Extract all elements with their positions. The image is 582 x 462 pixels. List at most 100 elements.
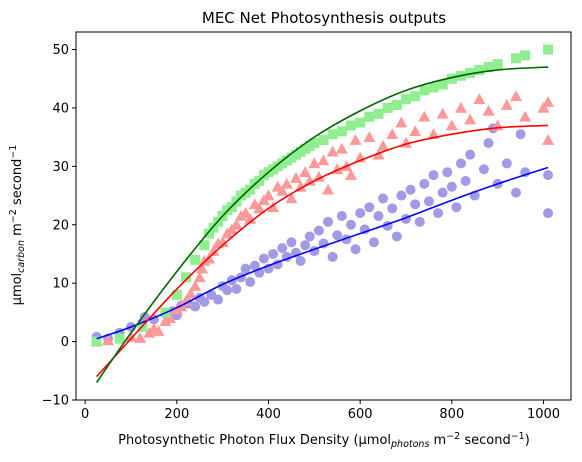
data-point-circle bbox=[433, 208, 444, 219]
data-point-triangle bbox=[196, 262, 209, 274]
data-point-circle bbox=[304, 231, 315, 242]
data-point-triangle bbox=[125, 330, 137, 342]
y-tick-label: 10 bbox=[52, 277, 69, 292]
data-point-circle bbox=[327, 251, 338, 262]
x-axis: 0 200 400 600 800 1000 bbox=[81, 400, 560, 422]
y-axis: −10 0 10 20 30 40 50 bbox=[42, 43, 76, 409]
data-point-triangle bbox=[294, 180, 307, 192]
data-point-square bbox=[520, 50, 531, 61]
data-point-square bbox=[474, 64, 485, 75]
data-point-square bbox=[91, 336, 102, 347]
data-point-square bbox=[391, 100, 402, 111]
data-point-circle bbox=[410, 199, 421, 210]
y-axis-label: μmolcarbon m−2 second−1 bbox=[8, 145, 27, 306]
data-point-triangle bbox=[253, 202, 266, 214]
data-point-triangle bbox=[184, 287, 197, 299]
data-point-circle bbox=[286, 237, 297, 248]
data-point-circle bbox=[355, 208, 366, 219]
data-point-square bbox=[327, 129, 338, 140]
data-point-circle bbox=[300, 240, 311, 251]
data-point-square bbox=[543, 44, 554, 55]
y-tick-label: 20 bbox=[52, 218, 69, 233]
data-point-circle bbox=[258, 253, 269, 264]
data-point-triangle bbox=[519, 110, 532, 122]
data-point-triangle bbox=[377, 139, 390, 151]
data-point-triangle bbox=[335, 142, 348, 154]
chart-title: MEC Net Photosynthesis outputs bbox=[202, 9, 446, 27]
data-point-square bbox=[336, 126, 347, 137]
data-point-square bbox=[203, 228, 214, 239]
data-point-triangle bbox=[395, 116, 408, 128]
data-point-circle bbox=[456, 158, 466, 169]
data-point-triangle bbox=[290, 172, 302, 183]
data-point-circle bbox=[378, 193, 389, 204]
data-point-circle bbox=[295, 255, 306, 266]
data-point-circle bbox=[222, 285, 233, 296]
data-point-triangle bbox=[455, 101, 467, 113]
data-point-square bbox=[410, 91, 421, 102]
y-tick-label: 0 bbox=[61, 335, 69, 350]
data-point-triangle bbox=[349, 134, 362, 145]
data-point-circle bbox=[501, 158, 512, 169]
data-point-triangle bbox=[276, 184, 289, 196]
x-tick-label: 600 bbox=[348, 407, 373, 422]
data-point-square bbox=[511, 53, 521, 64]
data-point-square bbox=[382, 102, 393, 113]
data-point-triangle bbox=[163, 312, 176, 324]
data-point-circle bbox=[478, 164, 489, 175]
data-point-square bbox=[114, 333, 125, 344]
data-point-square bbox=[401, 94, 411, 105]
data-point-triangle bbox=[308, 157, 321, 169]
x-axis-label: Photosynthetic Photon Flux Density (μmol… bbox=[118, 431, 530, 450]
data-point-circle bbox=[199, 296, 210, 307]
data-point-square bbox=[199, 240, 210, 251]
data-point-circle bbox=[437, 187, 448, 198]
data-point-circle bbox=[511, 187, 521, 198]
data-point-circle bbox=[332, 230, 343, 241]
data-point-triangle bbox=[345, 169, 357, 180]
data-point-circle bbox=[336, 211, 347, 221]
data-point-triangle bbox=[285, 192, 298, 204]
data-point-circle bbox=[391, 231, 402, 242]
data-point-triangle bbox=[326, 145, 339, 157]
data-point-square bbox=[355, 117, 366, 128]
data-point-triangle bbox=[322, 183, 335, 195]
x-tick-label: 800 bbox=[439, 407, 464, 422]
data-point-triangle bbox=[542, 96, 555, 107]
x-tick-label: 200 bbox=[164, 407, 189, 422]
data-point-square bbox=[465, 67, 476, 78]
data-point-square bbox=[437, 79, 448, 90]
data-point-triangle bbox=[299, 166, 312, 177]
data-point-triangle bbox=[500, 99, 513, 110]
data-point-square bbox=[483, 62, 494, 73]
x-tick-label: 400 bbox=[256, 407, 281, 422]
data-point-square bbox=[373, 108, 384, 119]
data-point-square bbox=[190, 254, 201, 265]
data-point-triangle bbox=[180, 294, 192, 306]
data-point-square bbox=[428, 82, 439, 93]
data-point-triangle bbox=[312, 170, 325, 182]
data-point-triangle bbox=[317, 154, 330, 166]
data-point-circle bbox=[405, 184, 416, 195]
data-point-triangle bbox=[189, 280, 202, 291]
data-point-circle bbox=[460, 175, 471, 186]
data-point-square bbox=[492, 59, 503, 70]
data-point-square bbox=[446, 73, 457, 84]
data-point-circle bbox=[268, 248, 279, 259]
data-point-circle bbox=[240, 263, 251, 274]
data-point-circle bbox=[213, 294, 224, 305]
data-point-triangle bbox=[363, 131, 376, 142]
data-point-square bbox=[346, 120, 356, 131]
data-point-square bbox=[318, 135, 329, 146]
data-point-circle bbox=[139, 312, 150, 323]
data-point-triangle bbox=[482, 104, 495, 116]
axes-frame bbox=[75, 31, 572, 401]
data-point-circle bbox=[543, 208, 554, 219]
y-tick-label: 30 bbox=[52, 160, 69, 175]
data-point-circle bbox=[231, 284, 242, 295]
data-point-circle bbox=[428, 170, 439, 181]
data-point-triangle bbox=[473, 93, 486, 104]
plot-area bbox=[90, 44, 555, 383]
data-point-circle bbox=[245, 277, 256, 288]
